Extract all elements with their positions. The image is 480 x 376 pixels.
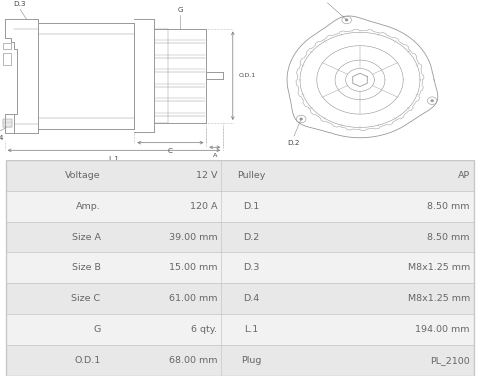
Circle shape: [431, 100, 433, 102]
Text: Pulley: Pulley: [238, 171, 266, 180]
Text: 68.00 mm: 68.00 mm: [169, 356, 217, 365]
Text: L.1: L.1: [245, 325, 259, 334]
Text: D.2: D.2: [288, 140, 300, 146]
Text: AP: AP: [457, 171, 470, 180]
Text: G: G: [177, 6, 183, 12]
FancyBboxPatch shape: [6, 160, 474, 191]
Text: D.4: D.4: [243, 294, 260, 303]
FancyBboxPatch shape: [6, 284, 474, 314]
Text: M8x1.25 mm: M8x1.25 mm: [408, 264, 470, 272]
Text: 61.00 mm: 61.00 mm: [169, 294, 217, 303]
Text: Size C: Size C: [72, 294, 101, 303]
FancyBboxPatch shape: [6, 252, 474, 284]
Text: 8.50 mm: 8.50 mm: [427, 202, 470, 211]
Text: D.4: D.4: [0, 135, 4, 141]
Text: D.3: D.3: [243, 264, 260, 272]
FancyBboxPatch shape: [6, 345, 474, 376]
FancyBboxPatch shape: [6, 221, 474, 252]
FancyBboxPatch shape: [6, 314, 474, 345]
Text: 39.00 mm: 39.00 mm: [169, 232, 217, 241]
Text: D.2: D.2: [243, 232, 260, 241]
Text: Voltage: Voltage: [65, 171, 101, 180]
Text: Plug: Plug: [241, 356, 262, 365]
Bar: [3, 42, 11, 50]
Text: Size A: Size A: [72, 232, 101, 241]
Text: Size B: Size B: [72, 264, 101, 272]
Circle shape: [300, 118, 302, 120]
Text: G: G: [93, 325, 101, 334]
Bar: [3, 53, 11, 65]
Text: 12 V: 12 V: [196, 171, 217, 180]
Text: PL_2100: PL_2100: [430, 356, 470, 365]
Text: O.D.1: O.D.1: [74, 356, 101, 365]
Text: M8x1.25 mm: M8x1.25 mm: [408, 294, 470, 303]
Bar: [3, 119, 12, 127]
Text: 15.00 mm: 15.00 mm: [169, 264, 217, 272]
Text: 194.00 mm: 194.00 mm: [415, 325, 470, 334]
Text: 6 qty.: 6 qty.: [192, 325, 217, 334]
Text: 120 A: 120 A: [190, 202, 217, 211]
FancyBboxPatch shape: [6, 191, 474, 221]
Text: D.1: D.1: [243, 202, 260, 211]
Text: O.D.1: O.D.1: [239, 73, 256, 78]
Text: A: A: [213, 153, 217, 158]
Circle shape: [346, 19, 348, 21]
Text: D.3: D.3: [13, 1, 25, 7]
Text: C: C: [168, 149, 173, 155]
Text: Amp.: Amp.: [76, 202, 101, 211]
Text: 8.50 mm: 8.50 mm: [427, 232, 470, 241]
Text: L.1: L.1: [108, 156, 120, 162]
